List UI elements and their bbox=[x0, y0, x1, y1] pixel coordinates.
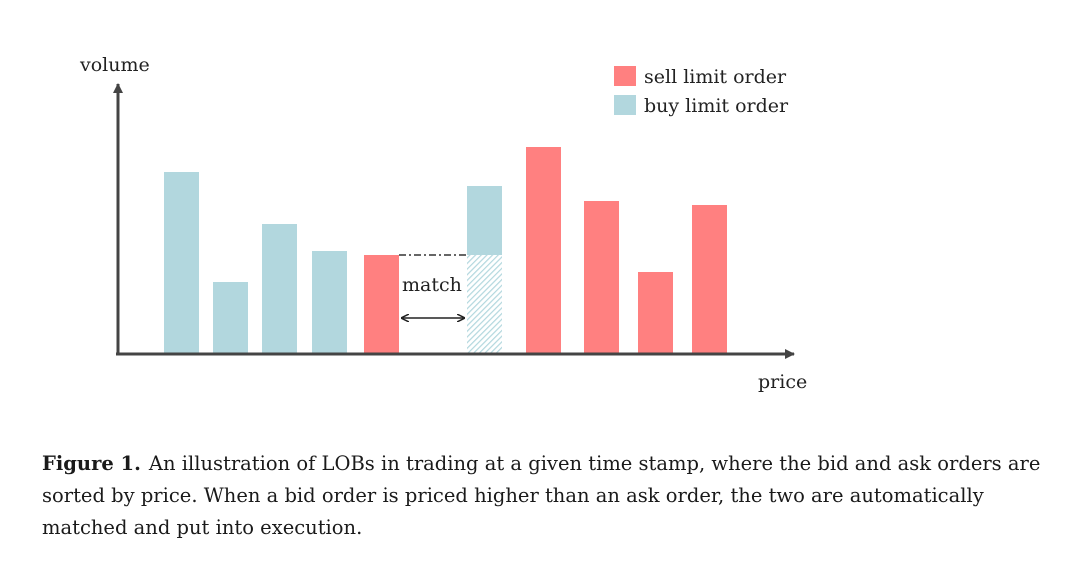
bar-buy bbox=[213, 282, 248, 353]
legend-label-sell: sell limit order bbox=[644, 66, 787, 88]
match-annotation: match bbox=[399, 254, 467, 318]
bar-sell bbox=[692, 205, 727, 353]
caption-text: An illustration of LOBs in trading at a … bbox=[42, 452, 1041, 539]
legend-swatch-buy bbox=[614, 95, 636, 115]
lob-diagram: volume price match sell limit order buy … bbox=[79, 54, 807, 393]
caption-label: Figure 1. bbox=[42, 452, 141, 475]
bar-sell bbox=[526, 147, 561, 353]
figure-caption: Figure 1. An illustration of LOBs in trad… bbox=[42, 448, 1052, 544]
bar-buy bbox=[164, 172, 199, 353]
legend-swatch-sell bbox=[614, 66, 636, 86]
match-label: match bbox=[402, 274, 462, 296]
bars bbox=[164, 147, 727, 353]
bar-buy bbox=[312, 251, 347, 353]
bar-buy bbox=[262, 224, 297, 353]
legend: sell limit order buy limit order bbox=[614, 66, 789, 117]
bar-sell bbox=[638, 272, 673, 353]
legend-label-buy: buy limit order bbox=[644, 95, 789, 117]
bar-sell bbox=[364, 255, 399, 353]
y-axis-label: volume bbox=[79, 54, 150, 76]
bar-sell bbox=[584, 201, 619, 353]
bar-buy-unmatched bbox=[467, 186, 502, 255]
x-axis-label: price bbox=[758, 371, 807, 393]
bar-buy-matched-hatched bbox=[467, 255, 502, 353]
